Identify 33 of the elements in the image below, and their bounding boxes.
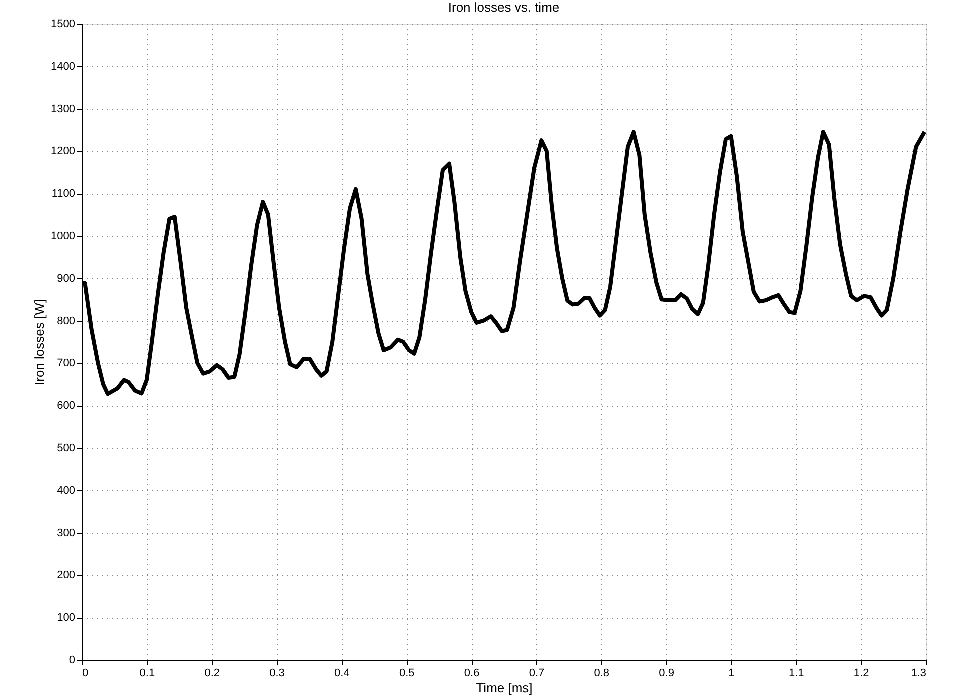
y-tick-label: 900 (57, 272, 76, 285)
x-tick-label: 0 (82, 668, 89, 680)
y-tick-label: 1300 (51, 103, 76, 116)
y-tick-label: 1100 (52, 188, 76, 200)
y-tick-label: 200 (57, 570, 76, 582)
x-tick-label: 0.9 (659, 668, 674, 680)
y-tick-label: 800 (57, 315, 76, 328)
x-axis-title: Time [ms] (476, 680, 533, 696)
x-tick-label: 0.7 (529, 668, 545, 680)
y-tick-label: 300 (57, 527, 76, 540)
x-tick-label: 1.1 (789, 668, 804, 680)
y-tick-label: 0 (69, 654, 76, 666)
y-tick-label: 500 (57, 442, 76, 454)
x-tick-label: 0.5 (399, 668, 415, 680)
x-tick-label: 0.4 (334, 668, 350, 680)
x-tick-label: 0.1 (140, 668, 156, 680)
y-tick-label: 600 (57, 400, 76, 412)
y-axis-title: Iron losses [W] (32, 300, 48, 386)
y-tick-label: 1000 (51, 230, 76, 242)
x-tick-label: 0.3 (270, 668, 285, 680)
x-tick-label: 0.6 (464, 668, 480, 680)
chart-title: Iron losses vs. time (448, 0, 560, 15)
x-tick-label: 1 (728, 668, 735, 680)
y-tick-label: 700 (57, 358, 76, 370)
x-tick-label: 1.3 (911, 668, 926, 680)
x-tick-label: 0.8 (594, 668, 610, 680)
y-tick-label: 1200 (51, 146, 76, 158)
x-tick-label: 1.2 (854, 668, 870, 680)
y-tick-label: 1500 (51, 18, 76, 30)
y-tick-label: 400 (57, 484, 76, 497)
y-tick-label: 1400 (51, 60, 76, 73)
x-tick-label: 0.2 (204, 668, 220, 680)
y-tick-label: 100 (57, 612, 76, 624)
